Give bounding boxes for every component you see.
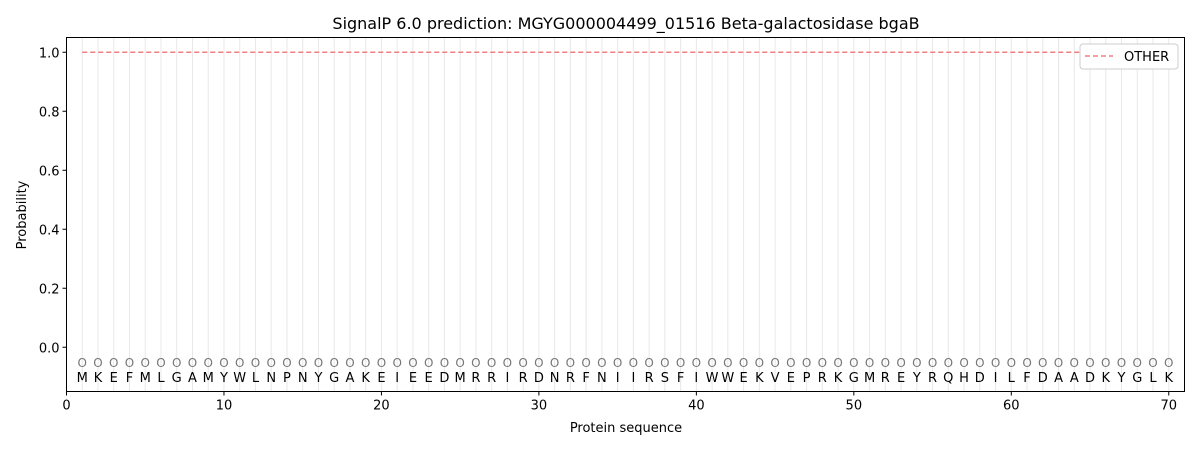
residue-label: I	[631, 371, 635, 386]
residue-label: G	[1132, 371, 1142, 386]
y-tick-label: 0.2	[39, 282, 60, 297]
residue-label: N	[597, 371, 607, 386]
residue-label: I	[395, 371, 399, 386]
residue-label: D	[1085, 371, 1095, 386]
residue-label: G	[172, 371, 182, 386]
residue-label: R	[928, 371, 937, 386]
residue-label: R	[487, 371, 496, 386]
x-tick-label: 0	[62, 399, 70, 414]
residue-label: L	[1008, 371, 1016, 386]
residue-label: N	[266, 371, 276, 386]
residue-label: K	[1102, 371, 1111, 386]
y-tick-label: 0.4	[39, 223, 60, 238]
y-tick-label: 0.8	[39, 105, 60, 120]
residue-label: L	[157, 371, 165, 386]
residue-label: P	[283, 371, 291, 386]
residue-label: F	[1023, 371, 1030, 386]
residue-label: E	[739, 371, 747, 386]
x-tick-label: 40	[688, 399, 705, 414]
residue-label: R	[471, 371, 480, 386]
residue-label: Y	[313, 371, 322, 386]
residue-label: R	[645, 371, 654, 386]
residue-label: K	[94, 371, 103, 386]
residue-label: M	[140, 371, 151, 386]
x-tick-label: 30	[531, 399, 548, 414]
residue-label: R	[519, 371, 528, 386]
residue-label: M	[864, 371, 875, 386]
residue-label: I	[505, 371, 509, 386]
x-tick-label: 50	[846, 399, 863, 414]
residue-label: Y	[219, 371, 228, 386]
residue-label: A	[1054, 371, 1063, 386]
residue-label: Y	[1117, 371, 1126, 386]
residue-label: D	[534, 371, 544, 386]
residue-label: M	[77, 371, 88, 386]
residue-label: W	[721, 371, 734, 386]
x-tick-label: 60	[1003, 399, 1020, 414]
residue-label: E	[377, 371, 385, 386]
plot-frame	[66, 37, 1185, 392]
residue-label: G	[849, 371, 859, 386]
residue-label: K	[1164, 371, 1173, 386]
y-tick-label: 1.0	[39, 46, 60, 61]
residue-label: D	[1038, 371, 1048, 386]
residue-label: Q	[943, 371, 953, 386]
residue-label: A	[345, 371, 354, 386]
residue-label: W	[706, 371, 719, 386]
residue-label: K	[361, 371, 370, 386]
residue-label: W	[233, 371, 246, 386]
residue-label: R	[566, 371, 575, 386]
residue-label: E	[897, 371, 905, 386]
residue-label: E	[409, 371, 417, 386]
predicted-labels: OOOOOOOOOOOOOOOOOOOOOOOOOOOOOOOOOOOOOOOO…	[78, 356, 1174, 370]
x-axis-label: Protein sequence	[570, 421, 682, 436]
residue-label: H	[959, 371, 969, 386]
residue-label: E	[787, 371, 795, 386]
residue-label: I	[694, 371, 698, 386]
residue-label: M	[455, 371, 466, 386]
chart-title: SignalP 6.0 prediction: MGYG000004499_01…	[332, 14, 919, 34]
residue-label: V	[771, 371, 780, 386]
residue-label: R	[818, 371, 827, 386]
residue-label: K	[755, 371, 764, 386]
legend: OTHER	[1079, 43, 1179, 70]
residue-label: I	[616, 371, 620, 386]
residue-label: F	[677, 371, 684, 386]
y-tick-label: 0.0	[39, 341, 60, 356]
residue-label: F	[582, 371, 589, 386]
residue-label: P	[803, 371, 811, 386]
residue-label: I	[994, 371, 998, 386]
y-axis-label: Probability	[15, 180, 30, 249]
residue-label: D	[439, 371, 449, 386]
legend-label-other: OTHER	[1124, 50, 1169, 65]
residue-label: R	[881, 371, 890, 386]
residue-label: L	[252, 371, 260, 386]
residue-label: M	[203, 371, 214, 386]
residue-label: E	[110, 371, 118, 386]
residue-label: L	[1149, 371, 1157, 386]
x-tick-label: 10	[216, 399, 233, 414]
x-tick-label: 70	[1160, 399, 1177, 414]
residue-label: D	[975, 371, 985, 386]
residue-label: K	[834, 371, 843, 386]
residue-label: A	[188, 371, 197, 386]
residue-label: A	[1070, 371, 1079, 386]
residue-label: E	[425, 371, 433, 386]
residue-label: G	[329, 371, 339, 386]
y-tick-label: 0.6	[39, 164, 60, 179]
residue-label: Y	[912, 371, 921, 386]
residue-label: N	[298, 371, 308, 386]
residue-label: S	[661, 371, 669, 386]
x-tick-label: 20	[373, 399, 390, 414]
residue-label: N	[550, 371, 560, 386]
residue-label: F	[126, 371, 133, 386]
